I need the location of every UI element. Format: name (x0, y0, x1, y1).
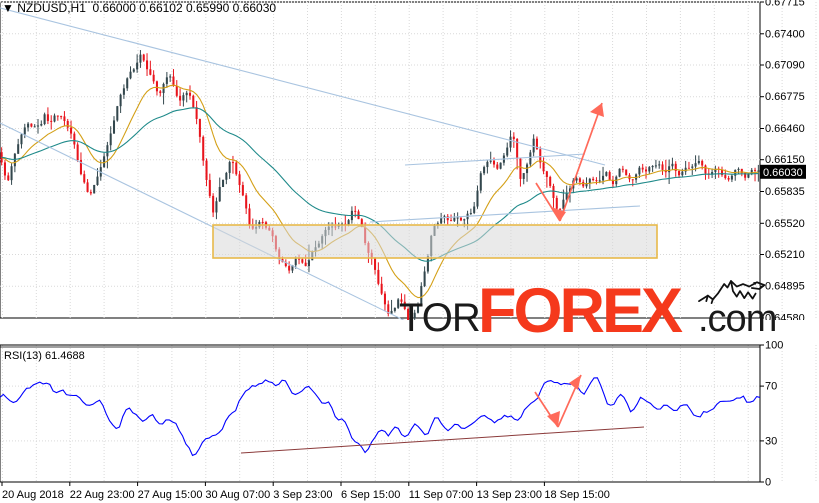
svg-text:FOREX: FOREX (478, 276, 683, 346)
svg-text:TOR: TOR (399, 296, 480, 340)
svg-text:.com: .com (698, 298, 776, 340)
